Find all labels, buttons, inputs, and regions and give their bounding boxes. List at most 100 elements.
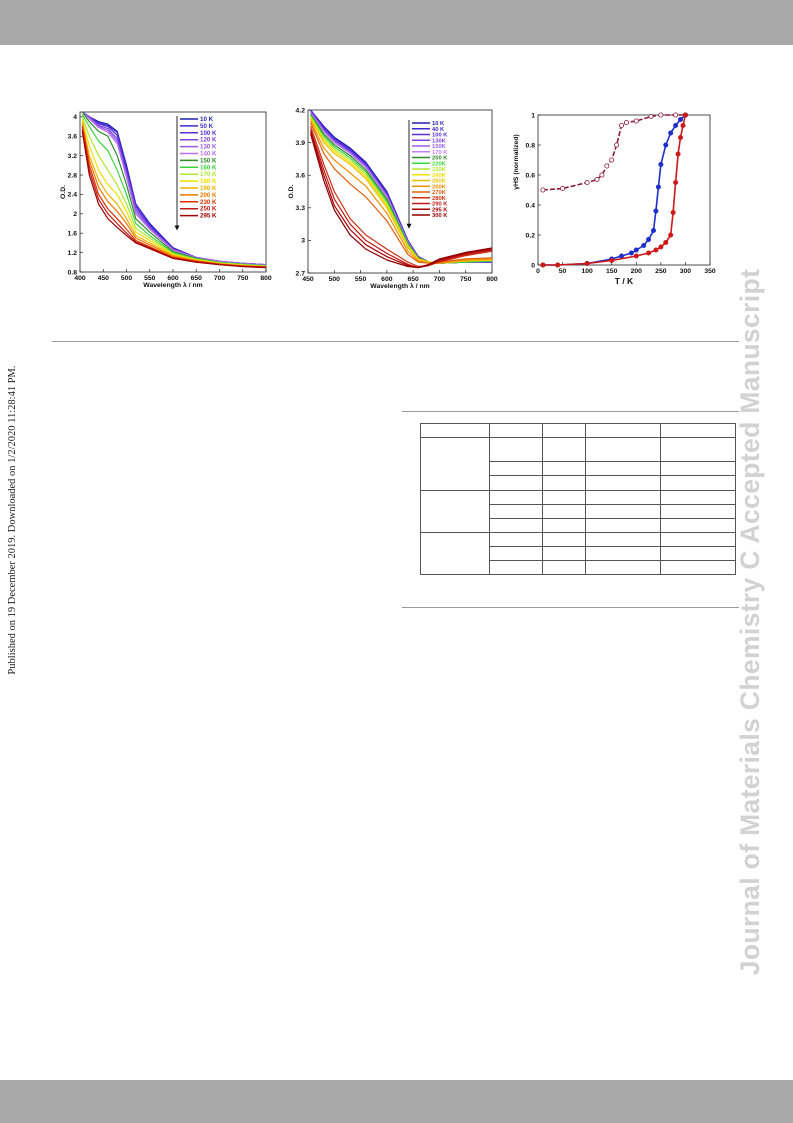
legend-label: 290 K — [432, 202, 448, 208]
y-tick-label: 0.2 — [526, 232, 536, 239]
series-line — [310, 112, 493, 264]
legend-label: 270K — [432, 190, 447, 196]
series-line — [310, 113, 493, 264]
x-tick-label: 300 — [680, 268, 692, 275]
series-line — [310, 131, 493, 269]
x-tick-label: 50 — [559, 268, 567, 275]
legend-label: 260K — [432, 184, 447, 190]
legend-label: 280K — [432, 196, 447, 202]
x-tick-label: 550 — [355, 276, 367, 283]
data-point — [609, 257, 615, 263]
data-point — [646, 250, 652, 256]
table-row — [420, 437, 736, 491]
x-tick-label: 700 — [434, 276, 446, 283]
data-point — [584, 180, 590, 186]
legend-label: 130 K — [200, 144, 217, 151]
x-tick-label: 650 — [191, 275, 203, 282]
legend-label: 100 K — [200, 130, 217, 137]
legend-label: 150 K — [200, 157, 217, 164]
x-tick-label: 200 — [631, 268, 643, 275]
x-axis-label: Wavelength λ / nm — [143, 281, 202, 289]
figure: 400 450 500 550 600 650 700 750 8000.81.21.622.4… — [60, 107, 716, 290]
table-row — [420, 490, 736, 533]
x-axis-label: Wavelength λ / nm — [370, 282, 429, 290]
y-axis-label: γHS (normalized) — [513, 134, 520, 190]
data-point — [594, 177, 600, 183]
legend-label: 200 K — [432, 156, 448, 162]
data-point — [682, 112, 688, 118]
x-tick-label: 100 — [581, 268, 593, 275]
data-point — [653, 247, 659, 253]
data-point — [673, 112, 679, 118]
legend-label: 160 K — [200, 164, 217, 171]
legend-label: 180 K — [200, 178, 217, 185]
legend-label: 100 K — [432, 133, 448, 139]
data-point — [673, 180, 679, 186]
legend-label: 295 K — [432, 207, 448, 213]
series-line — [310, 133, 493, 269]
y-tick-label: 0 — [531, 262, 535, 269]
legend-label: 250K — [432, 179, 447, 185]
legend-label: 130K — [432, 138, 447, 144]
legend-label: 230 K — [200, 199, 217, 206]
data-point — [663, 142, 669, 148]
x-tick-label: 700 — [214, 275, 226, 282]
table-row — [421, 560, 736, 575]
data-point — [560, 186, 566, 192]
legend-label: 170 K — [200, 171, 217, 178]
y-tick-label: 0.8 — [526, 142, 536, 149]
data-point — [658, 162, 664, 168]
data-point — [648, 113, 654, 119]
x-tick-label: 150 — [606, 268, 618, 275]
y-tick-label: 0.6 — [526, 172, 536, 179]
data-table — [420, 423, 736, 575]
data-point — [540, 262, 546, 268]
x-tick-label: 500 — [329, 276, 341, 283]
y-tick-label: 0.4 — [526, 202, 536, 209]
legend-label: 140 K — [200, 151, 217, 158]
x-tick-label: 550 — [144, 275, 156, 282]
x-tick-label: 600 — [167, 275, 179, 282]
y-tick-label: 2.4 — [68, 192, 78, 199]
table-row — [421, 504, 736, 519]
x-tick-label: 450 — [302, 276, 314, 283]
legend-label: 295 K — [200, 213, 217, 220]
y-tick-label: 0.8 — [68, 269, 78, 276]
series-line — [81, 128, 267, 268]
y-tick-label: 1 — [531, 112, 535, 119]
legend-label: 300 K — [432, 213, 448, 219]
table-row — [420, 532, 736, 575]
data-point — [658, 112, 664, 118]
y-tick-label: 2 — [73, 211, 77, 218]
x-tick-label: 400 — [74, 275, 86, 282]
x-tick-label: 800 — [486, 276, 498, 283]
data-point — [680, 122, 686, 128]
y-tick-label: 3.6 — [68, 134, 78, 141]
series-line — [81, 114, 267, 267]
y-tick-label: 4.2 — [296, 107, 306, 114]
y-tick-label: 3 — [301, 238, 305, 245]
data-point — [678, 135, 684, 141]
legend-label: 10 K — [200, 116, 214, 123]
legend-label: 50 K — [200, 123, 214, 130]
data-point — [540, 187, 546, 193]
y-tick-label: 3.9 — [296, 140, 306, 147]
legend-label: 10 K — [432, 121, 445, 127]
data-point — [633, 247, 639, 253]
legend-label: 120 K — [200, 137, 217, 144]
y-tick-label: 1.6 — [68, 231, 78, 238]
y-tick-label: 3.3 — [296, 205, 306, 212]
legend-label: 240K — [432, 173, 447, 179]
series-line — [81, 123, 267, 268]
series-line — [81, 111, 267, 266]
data-point — [604, 163, 610, 169]
data-point — [584, 260, 590, 266]
table-bottom-rule — [402, 607, 739, 608]
data-point — [633, 253, 639, 259]
y-tick-label: 3.6 — [296, 173, 306, 180]
x-tick-label: 800 — [260, 275, 272, 282]
data-point — [650, 227, 656, 233]
data-point — [668, 130, 674, 136]
legend-label: 40 K — [432, 127, 445, 133]
data-point — [658, 244, 664, 250]
